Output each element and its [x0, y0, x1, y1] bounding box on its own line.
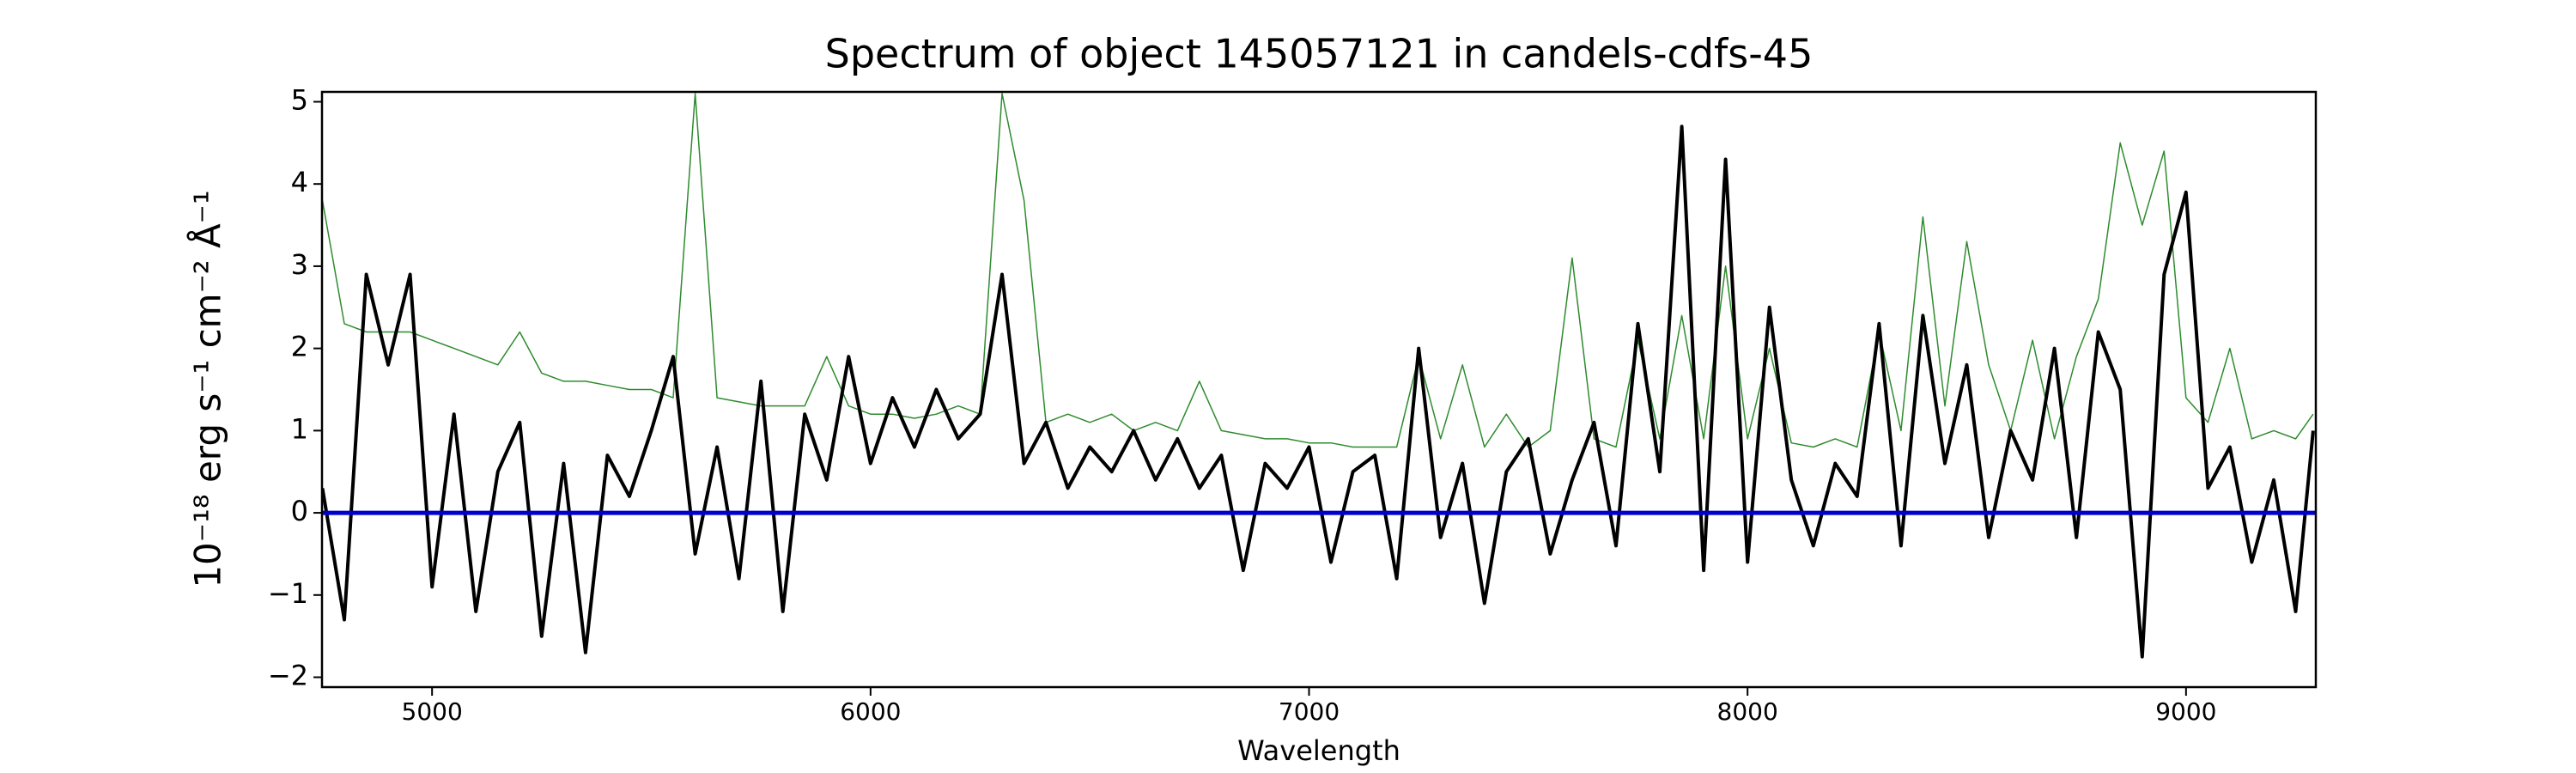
y-axis-label: 10⁻¹⁸ erg s⁻¹ cm⁻² Å⁻¹ — [186, 190, 229, 587]
y-tick-label: 1 — [291, 412, 308, 445]
x-tick-label: 6000 — [840, 697, 901, 726]
x-tick-label: 5000 — [402, 697, 463, 726]
spectrum-line — [322, 93, 2314, 448]
y-tick-label: 3 — [291, 248, 308, 281]
x-axis-label: Wavelength — [1237, 734, 1400, 767]
x-tick-label: 8000 — [1717, 697, 1778, 726]
y-tick-label: 5 — [291, 83, 308, 116]
y-tick-label: 2 — [291, 331, 308, 363]
y-tick-label: −1 — [268, 577, 308, 610]
chart-title: Spectrum of object 145057121 in candels-… — [825, 31, 1814, 77]
x-tick-label: 7000 — [1279, 697, 1340, 726]
y-tick-label: −2 — [268, 660, 308, 692]
plot-frame — [320, 90, 2318, 689]
y-tick-label: 4 — [291, 166, 308, 198]
spectrum-line — [322, 125, 2315, 659]
x-tick-label: 9000 — [2155, 697, 2216, 726]
y-tick-label: 0 — [291, 495, 308, 527]
